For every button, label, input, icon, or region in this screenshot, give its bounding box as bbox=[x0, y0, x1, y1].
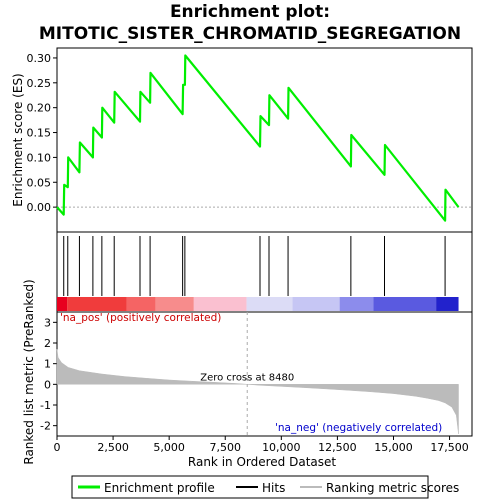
chart-title-line-2: MITOTIC_SISTER_CHROMATID_SEGREGATION bbox=[39, 24, 461, 44]
x-tick-label: 7,500 bbox=[209, 441, 241, 454]
metric-y-tick-label: 1 bbox=[44, 358, 51, 371]
metric-y-tick-label: 0 bbox=[44, 378, 51, 391]
es-y-tick-label: 0.30 bbox=[27, 52, 52, 65]
x-axis-label: Rank in Ordered Dataset bbox=[188, 455, 336, 469]
metric-y-tick-label: -1 bbox=[40, 399, 51, 412]
es-y-tick-label: 0.25 bbox=[27, 77, 52, 90]
ranking-color-bar-segment bbox=[127, 297, 156, 311]
ranking-color-bar-segment bbox=[293, 297, 340, 311]
chart-title-line-1: Enrichment plot: bbox=[170, 2, 330, 22]
es-y-tick-label: 0.20 bbox=[27, 102, 52, 115]
es-y-axis-label: Enrichment score (ES) bbox=[11, 73, 25, 206]
es-panel-frame bbox=[57, 48, 472, 232]
legend-metric-label: Ranking metric scores bbox=[326, 481, 459, 495]
es-y-tick-label: 0.00 bbox=[27, 201, 52, 214]
negative-correlation-label: 'na_neg' (negatively correlated) bbox=[275, 422, 442, 434]
legend-hits-label: Hits bbox=[262, 481, 285, 495]
metric-y-tick-label: 3 bbox=[44, 316, 51, 329]
x-tick-label: 15,000 bbox=[374, 441, 413, 454]
positive-correlation-label: 'na_pos' (positively correlated) bbox=[60, 312, 221, 324]
metric-y-tick-label: 2 bbox=[44, 337, 51, 350]
ranking-color-bar-segment bbox=[156, 297, 194, 311]
x-tick-label: 17,500 bbox=[430, 441, 469, 454]
ranking-color-bar-segment bbox=[194, 297, 247, 311]
ranking-color-bar-segment bbox=[57, 297, 67, 311]
metric-y-tick-label: -2 bbox=[40, 420, 51, 433]
es-y-tick-label: 0.10 bbox=[27, 151, 52, 164]
x-tick-label: 12,500 bbox=[318, 441, 357, 454]
x-tick-label: 2,500 bbox=[97, 441, 129, 454]
zero-cross-label: Zero cross at 8480 bbox=[200, 372, 294, 383]
x-tick-label: 0 bbox=[54, 441, 61, 454]
ranking-color-bar-segment bbox=[67, 297, 126, 311]
es-y-tick-label: 0.15 bbox=[27, 127, 52, 140]
ranking-color-bar-segment bbox=[373, 297, 436, 311]
es-y-tick-label: 0.05 bbox=[27, 176, 52, 189]
ranking-color-bar-segment bbox=[247, 297, 293, 311]
metric-y-axis-label: Ranked list metric (PreRanked) bbox=[22, 279, 36, 464]
x-axis: 0 2,500 5,000 7,500 10,000 12,500 15,000 17,500 bbox=[54, 436, 469, 454]
legend-enrichment-label: Enrichment profile bbox=[104, 481, 215, 495]
ranking-color-bar-segment bbox=[436, 297, 458, 311]
x-tick-label: 10,000 bbox=[262, 441, 301, 454]
ranking-color-bar-segment bbox=[340, 297, 374, 311]
x-tick-label: 5,000 bbox=[153, 441, 185, 454]
